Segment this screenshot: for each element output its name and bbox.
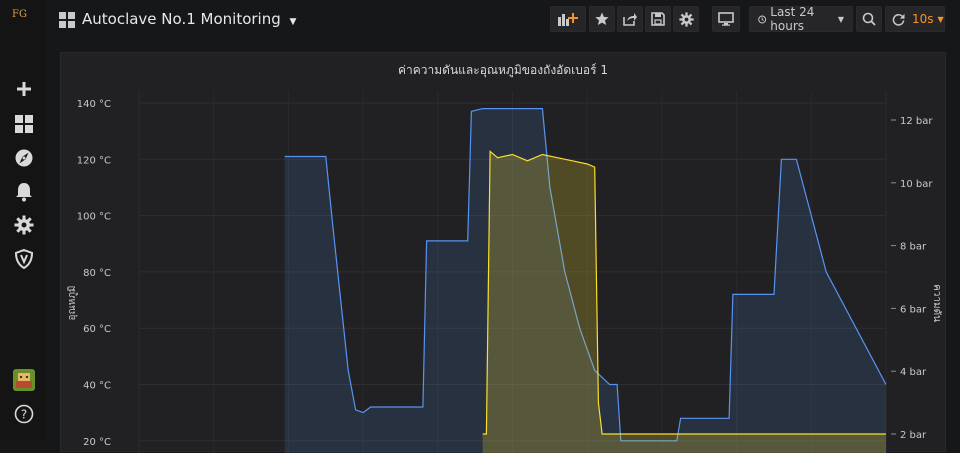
add-panel-button[interactable] (550, 6, 586, 32)
series-line-0 (284, 108, 887, 442)
time-picker[interactable]: Last 24 hours ▼ (749, 5, 853, 33)
refresh-icon (892, 13, 905, 26)
clock-icon (758, 15, 767, 23)
tv-mode-icon (718, 12, 734, 26)
chart: 140 °C 120 °C 100 °C 80 °C 60 °C 40 °C 20 °C 1… (67, 91, 942, 453)
y-tick-right: 4 bar (900, 367, 927, 378)
star-icon (595, 12, 609, 25)
y-tick-left: 120 °C (77, 155, 111, 166)
time-range-label: Last 24 hours (770, 5, 815, 33)
configuration-icon[interactable] (11, 212, 37, 238)
right-axis: 12 bar 10 bar 8 bar 6 bar 4 bar 2 bar (891, 116, 933, 441)
shield-icon[interactable] (11, 246, 37, 272)
y-tick-right: 6 bar (900, 304, 927, 315)
explore-icon[interactable] (11, 145, 37, 171)
y-tick-left: 20 °C (83, 437, 111, 448)
plus-icon[interactable] (11, 76, 37, 102)
settings-button[interactable] (673, 6, 699, 32)
dashboard-title[interactable]: Autoclave No.1 Monitoring ▼ (82, 10, 296, 28)
graph-panel[interactable]: ค่าความดันและอุณหภูมิของถังอัดเบอร์ 1 14… (60, 52, 946, 453)
y-tick-right: 12 bar (900, 116, 933, 127)
help-icon[interactable]: ? (11, 401, 37, 427)
dashboard-grid-icon[interactable] (59, 12, 75, 32)
y-tick-left: 60 °C (83, 324, 111, 335)
share-button[interactable] (617, 6, 643, 32)
refresh-interval: 10s (912, 12, 934, 26)
settings-icon (678, 11, 694, 27)
y-tick-left: 100 °C (77, 212, 111, 223)
zoom-out-icon (862, 12, 876, 26)
alerting-icon[interactable] (11, 179, 37, 205)
caret-down-icon: ▼ (289, 17, 297, 27)
avatar[interactable] (11, 367, 37, 393)
sidebar: FG ? (0, 0, 47, 440)
share-icon (623, 13, 637, 26)
y-tick-right: 2 bar (900, 430, 927, 441)
refresh-picker[interactable]: 10s ▼ (885, 6, 945, 32)
series-area-0 (284, 108, 886, 453)
series-area-1 (482, 151, 886, 453)
tv-mode-button[interactable] (712, 6, 740, 32)
series-line-1 (482, 150, 886, 435)
panel-title[interactable]: ค่าความดันและอุณหภูมิของถังอัดเบอร์ 1 (398, 63, 608, 77)
y-tick-left: 40 °C (83, 381, 111, 392)
caret-down-icon: ▼ (837, 14, 844, 24)
y-axis-label-right: ความดัน (931, 284, 942, 322)
dashboard-title-text: Autoclave No.1 Monitoring (82, 10, 281, 28)
y-tick-right: 10 bar (900, 179, 933, 190)
y-tick-left: 80 °C (83, 268, 111, 279)
navbar: Autoclave No.1 Monitoring ▼ Last 24 hour… (47, 0, 960, 40)
star-button[interactable] (589, 6, 615, 32)
y-tick-right: 8 bar (900, 242, 927, 253)
zoom-out-button[interactable] (856, 6, 882, 32)
save-button[interactable] (645, 6, 671, 32)
grafana-logo[interactable]: FG (12, 9, 27, 20)
dashboards-icon[interactable] (11, 111, 37, 137)
save-icon (651, 12, 665, 26)
svg-text:?: ? (21, 408, 27, 422)
y-tick-left: 140 °C (77, 99, 111, 110)
y-axis-label-left: อุณหภูมิ (67, 285, 78, 320)
series-areas (284, 108, 887, 453)
add-panel-icon (558, 13, 578, 26)
left-axis: 140 °C 120 °C 100 °C 80 °C 60 °C 40 °C 20 °C (77, 99, 111, 448)
caret-down-icon: ▼ (937, 14, 944, 24)
